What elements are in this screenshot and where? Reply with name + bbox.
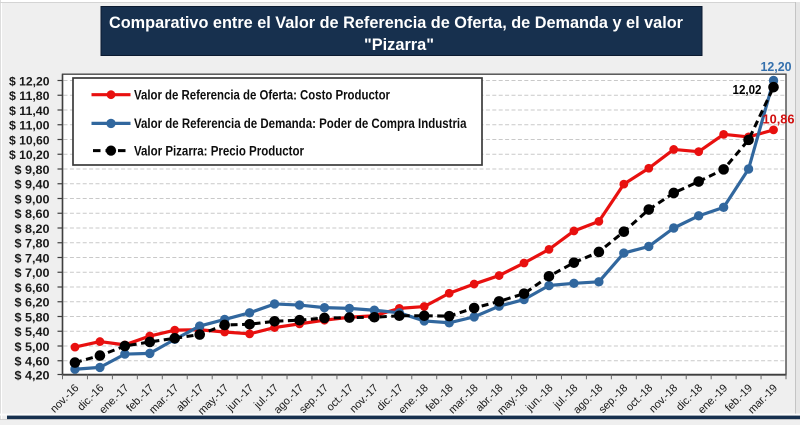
- svg-text:$ 10,60: $ 10,60: [9, 133, 50, 147]
- svg-text:$ 7,40: $ 7,40: [15, 251, 50, 265]
- svg-text:$ 7,80: $ 7,80: [15, 237, 50, 251]
- svg-text:$ 6,20: $ 6,20: [15, 296, 50, 310]
- svg-text:Comparativo entre el Valor de: Comparativo entre el Valor de Referencia…: [109, 13, 683, 32]
- svg-text:$ 5,00: $ 5,00: [15, 340, 50, 354]
- svg-text:$ 9,40: $ 9,40: [15, 178, 50, 192]
- svg-text:12,02: 12,02: [733, 83, 762, 97]
- svg-text:$ 4,20: $ 4,20: [15, 368, 50, 382]
- svg-text:"Pizarra": "Pizarra": [364, 35, 434, 54]
- svg-text:$ 5,40: $ 5,40: [15, 325, 50, 339]
- svg-text:$ 12,20: $ 12,20: [9, 74, 50, 88]
- svg-text:Valor Pizarra: Precio Producto: Valor Pizarra: Precio Productor: [134, 143, 304, 159]
- svg-text:$ 8,20: $ 8,20: [15, 222, 50, 236]
- svg-text:$ 11,40: $ 11,40: [9, 104, 50, 118]
- svg-text:10,86: 10,86: [763, 113, 795, 127]
- svg-text:$ 7,00: $ 7,00: [15, 266, 50, 280]
- svg-text:$ 5,80: $ 5,80: [15, 310, 50, 324]
- svg-text:$ 6,60: $ 6,60: [15, 281, 50, 295]
- svg-text:$ 11,80: $ 11,80: [9, 89, 50, 103]
- svg-text:$ 8,60: $ 8,60: [15, 207, 50, 221]
- svg-text:$ 11,00: $ 11,00: [9, 119, 50, 133]
- svg-text:$ 4,60: $ 4,60: [15, 355, 50, 369]
- svg-text:$ 9,00: $ 9,00: [15, 192, 50, 206]
- svg-text:$ 10,20: $ 10,20: [9, 148, 50, 162]
- svg-text:12,20: 12,20: [761, 60, 792, 74]
- svg-text:Valor de Referencia de Oferta:: Valor de Referencia de Oferta: Costo Pro…: [134, 88, 390, 104]
- svg-text:$ 9,80: $ 9,80: [15, 163, 50, 177]
- svg-text:Valor de Referencia de Demanda: Valor de Referencia de Demanda: Poder de…: [134, 116, 467, 132]
